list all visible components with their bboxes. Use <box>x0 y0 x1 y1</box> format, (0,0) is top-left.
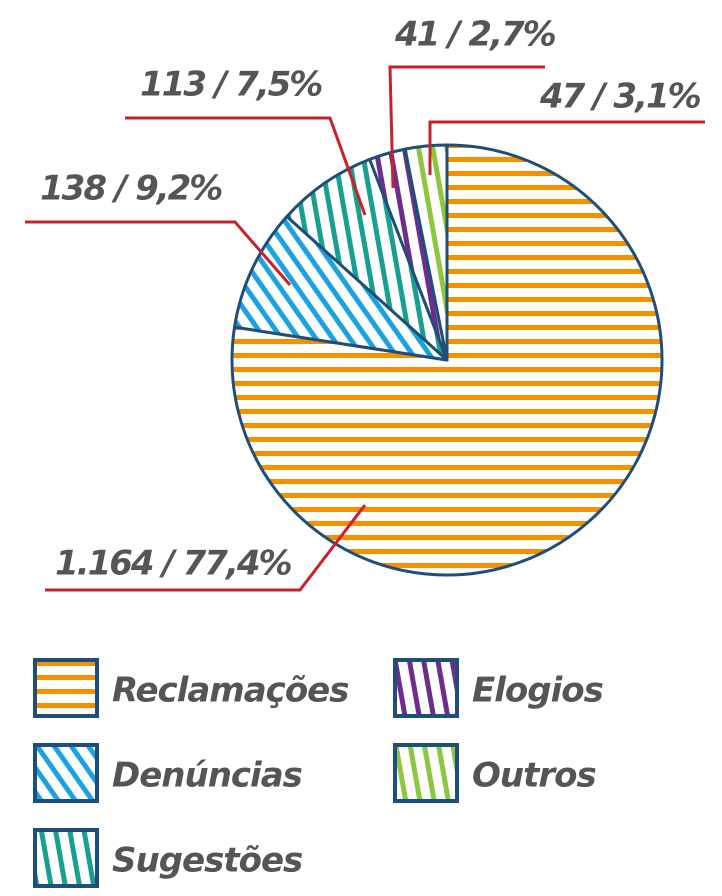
legend-label: Denúncias <box>112 756 303 796</box>
leader-line <box>25 220 292 286</box>
leader-line <box>388 65 545 189</box>
legend-label: Outros <box>472 756 596 796</box>
legend-label: Sugestões <box>112 841 303 881</box>
value-label: 1.164 / 77,4% <box>55 544 292 584</box>
legend-label: Reclamações <box>112 671 349 711</box>
leader-line <box>45 504 367 592</box>
legend-swatch <box>33 658 99 718</box>
legend-swatch <box>33 828 99 888</box>
leader-line <box>428 120 705 175</box>
pie-slice <box>403 143 449 362</box>
legend-label: Elogios <box>472 671 604 711</box>
value-label: 41 / 2,7% <box>394 15 556 55</box>
value-label: 113 / 7,5% <box>140 65 322 105</box>
pie-slice <box>233 215 449 362</box>
legend-swatch <box>393 743 459 803</box>
value-label: 138 / 9,2% <box>40 169 222 209</box>
value-label: 47 / 3,1% <box>539 77 701 117</box>
leader-line <box>125 116 367 216</box>
pie-slice <box>285 157 449 362</box>
legend-swatch <box>33 743 99 803</box>
legend-swatch <box>393 658 459 718</box>
